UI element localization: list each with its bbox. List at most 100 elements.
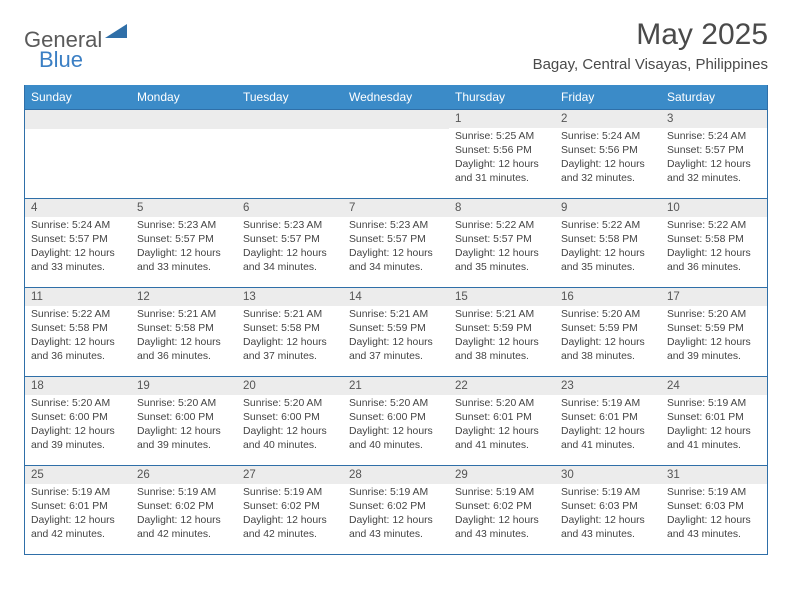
day-info: Sunrise: 5:23 AMSunset: 5:57 PMDaylight:…: [237, 217, 343, 279]
sunset-text: Sunset: 5:57 PM: [349, 233, 443, 247]
day-info: Sunrise: 5:19 AMSunset: 6:01 PMDaylight:…: [25, 484, 131, 546]
sunset-text: Sunset: 6:01 PM: [455, 411, 549, 425]
week-row: 1Sunrise: 5:25 AMSunset: 5:56 PMDaylight…: [25, 109, 767, 198]
sunrise-text: Sunrise: 5:19 AM: [561, 486, 655, 500]
day-info: Sunrise: 5:22 AMSunset: 5:58 PMDaylight:…: [555, 217, 661, 279]
day-info: Sunrise: 5:22 AMSunset: 5:57 PMDaylight:…: [449, 217, 555, 279]
day-info: Sunrise: 5:20 AMSunset: 6:01 PMDaylight:…: [449, 395, 555, 457]
day-cell: 15Sunrise: 5:21 AMSunset: 5:59 PMDayligh…: [449, 288, 555, 376]
daylight-text: Daylight: 12 hours and 32 minutes.: [561, 158, 655, 186]
day-info: Sunrise: 5:19 AMSunset: 6:03 PMDaylight:…: [555, 484, 661, 546]
sunrise-text: Sunrise: 5:24 AM: [31, 219, 125, 233]
day-info: Sunrise: 5:24 AMSunset: 5:57 PMDaylight:…: [661, 128, 767, 190]
sunrise-text: Sunrise: 5:21 AM: [455, 308, 549, 322]
logo-triangle-icon: [105, 24, 127, 43]
day-info: Sunrise: 5:19 AMSunset: 6:02 PMDaylight:…: [237, 484, 343, 546]
day-number: 2: [555, 110, 661, 128]
day-cell: 20Sunrise: 5:20 AMSunset: 6:00 PMDayligh…: [237, 377, 343, 465]
sunset-text: Sunset: 5:57 PM: [137, 233, 231, 247]
daylight-text: Daylight: 12 hours and 31 minutes.: [455, 158, 549, 186]
daylight-text: Daylight: 12 hours and 41 minutes.: [561, 425, 655, 453]
logo-text-blue: Blue: [39, 47, 83, 72]
day-cell: 21Sunrise: 5:20 AMSunset: 6:00 PMDayligh…: [343, 377, 449, 465]
day-number: 20: [237, 377, 343, 395]
sunrise-text: Sunrise: 5:19 AM: [667, 486, 761, 500]
daylight-text: Daylight: 12 hours and 33 minutes.: [137, 247, 231, 275]
sunset-text: Sunset: 6:03 PM: [561, 500, 655, 514]
sunrise-text: Sunrise: 5:20 AM: [667, 308, 761, 322]
sunrise-text: Sunrise: 5:19 AM: [31, 486, 125, 500]
day-info: Sunrise: 5:23 AMSunset: 5:57 PMDaylight:…: [131, 217, 237, 279]
day-number: 3: [661, 110, 767, 128]
daylight-text: Daylight: 12 hours and 43 minutes.: [349, 514, 443, 542]
day-number: 23: [555, 377, 661, 395]
sunset-text: Sunset: 5:58 PM: [667, 233, 761, 247]
day-info: Sunrise: 5:20 AMSunset: 6:00 PMDaylight:…: [25, 395, 131, 457]
day-info: Sunrise: 5:19 AMSunset: 6:01 PMDaylight:…: [661, 395, 767, 457]
sunset-text: Sunset: 5:58 PM: [31, 322, 125, 336]
week-row: 25Sunrise: 5:19 AMSunset: 6:01 PMDayligh…: [25, 465, 767, 554]
dow-wednesday: Wednesday: [343, 85, 449, 109]
sunrise-text: Sunrise: 5:21 AM: [349, 308, 443, 322]
location-subtitle: Bagay, Central Visayas, Philippines: [533, 56, 768, 73]
daylight-text: Daylight: 12 hours and 38 minutes.: [561, 336, 655, 364]
day-number: 27: [237, 466, 343, 484]
day-cell: 27Sunrise: 5:19 AMSunset: 6:02 PMDayligh…: [237, 466, 343, 554]
sunrise-text: Sunrise: 5:19 AM: [349, 486, 443, 500]
weeks-container: 1Sunrise: 5:25 AMSunset: 5:56 PMDaylight…: [25, 109, 767, 554]
sunrise-text: Sunrise: 5:20 AM: [349, 397, 443, 411]
sunrise-text: Sunrise: 5:25 AM: [455, 130, 549, 144]
day-number: 9: [555, 199, 661, 217]
daylight-text: Daylight: 12 hours and 43 minutes.: [455, 514, 549, 542]
day-number: 19: [131, 377, 237, 395]
day-number: 14: [343, 288, 449, 306]
daylight-text: Daylight: 12 hours and 36 minutes.: [667, 247, 761, 275]
sunset-text: Sunset: 6:00 PM: [31, 411, 125, 425]
dow-monday: Monday: [131, 85, 237, 109]
day-cell: 28Sunrise: 5:19 AMSunset: 6:02 PMDayligh…: [343, 466, 449, 554]
daylight-text: Daylight: 12 hours and 40 minutes.: [243, 425, 337, 453]
sunrise-text: Sunrise: 5:24 AM: [561, 130, 655, 144]
day-number: 22: [449, 377, 555, 395]
day-cell: 8Sunrise: 5:22 AMSunset: 5:57 PMDaylight…: [449, 199, 555, 287]
daylight-text: Daylight: 12 hours and 43 minutes.: [561, 514, 655, 542]
day-cell: 17Sunrise: 5:20 AMSunset: 5:59 PMDayligh…: [661, 288, 767, 376]
sunrise-text: Sunrise: 5:22 AM: [31, 308, 125, 322]
dow-tuesday: Tuesday: [237, 85, 343, 109]
daylight-text: Daylight: 12 hours and 42 minutes.: [137, 514, 231, 542]
day-cell: [131, 110, 237, 198]
day-info: Sunrise: 5:19 AMSunset: 6:02 PMDaylight:…: [131, 484, 237, 546]
daylight-text: Daylight: 12 hours and 36 minutes.: [31, 336, 125, 364]
daylight-text: Daylight: 12 hours and 33 minutes.: [31, 247, 125, 275]
sunset-text: Sunset: 6:02 PM: [455, 500, 549, 514]
day-cell: 11Sunrise: 5:22 AMSunset: 5:58 PMDayligh…: [25, 288, 131, 376]
daylight-text: Daylight: 12 hours and 38 minutes.: [455, 336, 549, 364]
day-cell: 22Sunrise: 5:20 AMSunset: 6:01 PMDayligh…: [449, 377, 555, 465]
day-info: Sunrise: 5:23 AMSunset: 5:57 PMDaylight:…: [343, 217, 449, 279]
sunset-text: Sunset: 5:58 PM: [137, 322, 231, 336]
day-number: [343, 110, 449, 129]
sunset-text: Sunset: 5:57 PM: [667, 144, 761, 158]
sunset-text: Sunset: 6:00 PM: [137, 411, 231, 425]
daylight-text: Daylight: 12 hours and 34 minutes.: [349, 247, 443, 275]
sunrise-text: Sunrise: 5:22 AM: [561, 219, 655, 233]
sunset-text: Sunset: 5:58 PM: [243, 322, 337, 336]
sunset-text: Sunset: 6:01 PM: [667, 411, 761, 425]
sunset-text: Sunset: 6:01 PM: [561, 411, 655, 425]
day-cell: 14Sunrise: 5:21 AMSunset: 5:59 PMDayligh…: [343, 288, 449, 376]
day-cell: [25, 110, 131, 198]
calendar-page: General May 2025 Bagay, Central Visayas,…: [0, 0, 792, 565]
day-info: Sunrise: 5:21 AMSunset: 5:58 PMDaylight:…: [131, 306, 237, 368]
day-number: 10: [661, 199, 767, 217]
sunset-text: Sunset: 6:00 PM: [243, 411, 337, 425]
day-cell: 18Sunrise: 5:20 AMSunset: 6:00 PMDayligh…: [25, 377, 131, 465]
day-cell: 10Sunrise: 5:22 AMSunset: 5:58 PMDayligh…: [661, 199, 767, 287]
sunset-text: Sunset: 6:03 PM: [667, 500, 761, 514]
header: General May 2025 Bagay, Central Visayas,…: [24, 18, 768, 73]
day-cell: 1Sunrise: 5:25 AMSunset: 5:56 PMDaylight…: [449, 110, 555, 198]
day-number: 6: [237, 199, 343, 217]
sunset-text: Sunset: 5:56 PM: [455, 144, 549, 158]
day-of-week-header: Sunday Monday Tuesday Wednesday Thursday…: [25, 85, 767, 109]
day-cell: 2Sunrise: 5:24 AMSunset: 5:56 PMDaylight…: [555, 110, 661, 198]
day-number: [131, 110, 237, 129]
